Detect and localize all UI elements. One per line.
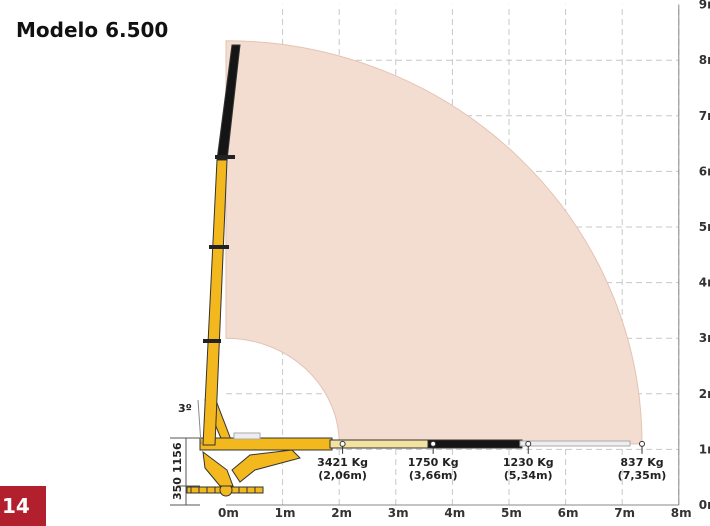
height-dimension-label: 1156 <box>171 442 184 473</box>
y-tick-label: 4m <box>699 276 710 290</box>
x-tick-label: 2m <box>331 506 352 520</box>
boom-extension-2 <box>427 439 523 449</box>
page-number-badge: 14 <box>0 486 46 526</box>
x-tick-label: 0m <box>218 506 239 520</box>
reach-area <box>225 40 643 445</box>
vertical-boom <box>202 159 228 446</box>
vertical-boom-tip <box>216 44 241 161</box>
x-tick-label: 3m <box>388 506 409 520</box>
load-point-marker <box>339 440 346 447</box>
crane-column <box>202 450 234 487</box>
y-tick-label: 7m <box>699 109 710 123</box>
load-point-marker <box>430 440 437 447</box>
boom-clamp-3 <box>215 155 235 159</box>
x-tick-label: 4m <box>444 506 465 520</box>
tilt-reference-line <box>197 399 202 445</box>
boom-cylinder <box>233 432 261 440</box>
y-tick-label: 1m <box>699 442 710 456</box>
load-reach-label: (2,06m) <box>318 469 367 482</box>
y-tick-label: 9m <box>699 0 710 12</box>
load-point-marker <box>525 440 532 447</box>
crane-lower-arm <box>231 449 301 483</box>
load-value-label: 3421 Kg <box>317 456 368 469</box>
base-dimension-label: 350 <box>171 477 184 500</box>
load-value-label: 837 Kg <box>620 456 663 469</box>
model-title: Modelo 6.500 <box>16 18 169 42</box>
y-tick-label: 3m <box>699 331 710 345</box>
load-value-label: 1750 Kg <box>408 456 459 469</box>
load-reach-label: (3,66m) <box>409 469 458 482</box>
boom-clamp-2 <box>209 245 229 249</box>
load-point-marker <box>639 440 646 447</box>
y-tick-label: 8m <box>699 53 710 67</box>
x-tick-label: 1m <box>275 506 296 520</box>
x-tick-label: 8m <box>671 506 692 520</box>
x-tick-label: 5m <box>501 506 522 520</box>
crane-drawing <box>170 44 631 506</box>
load-reach-label: (7,35m) <box>618 469 667 482</box>
dimension-labels: 3º 1156 350 <box>171 402 192 500</box>
boom-clamp-1 <box>203 339 221 343</box>
reach-envelope <box>225 40 643 445</box>
x-tick-label: 7m <box>614 506 635 520</box>
tilt-angle-label: 3º <box>178 402 192 415</box>
load-value-label: 1230 Kg <box>503 456 554 469</box>
axis-labels: 0m 1m 2m 3m 4m 5m 6m 7m 8m 9m 0m 1m 2m 3m 4m 5m 6m 7m 8m <box>218 0 710 520</box>
load-labels: 3421 Kg(2,06m) 1750 Kg(3,66m) 1230 Kg(5,34… <box>317 440 667 482</box>
boom-extension-3 <box>519 440 631 447</box>
y-tick-label: 0m <box>699 498 710 512</box>
load-reach-label: (5,34m) <box>504 469 553 482</box>
x-tick-label: 6m <box>558 506 579 520</box>
y-tick-label: 5m <box>699 220 710 234</box>
y-tick-label: 2m <box>699 387 710 401</box>
y-tick-label: 6m <box>699 164 710 178</box>
horizontal-boom <box>199 437 333 451</box>
